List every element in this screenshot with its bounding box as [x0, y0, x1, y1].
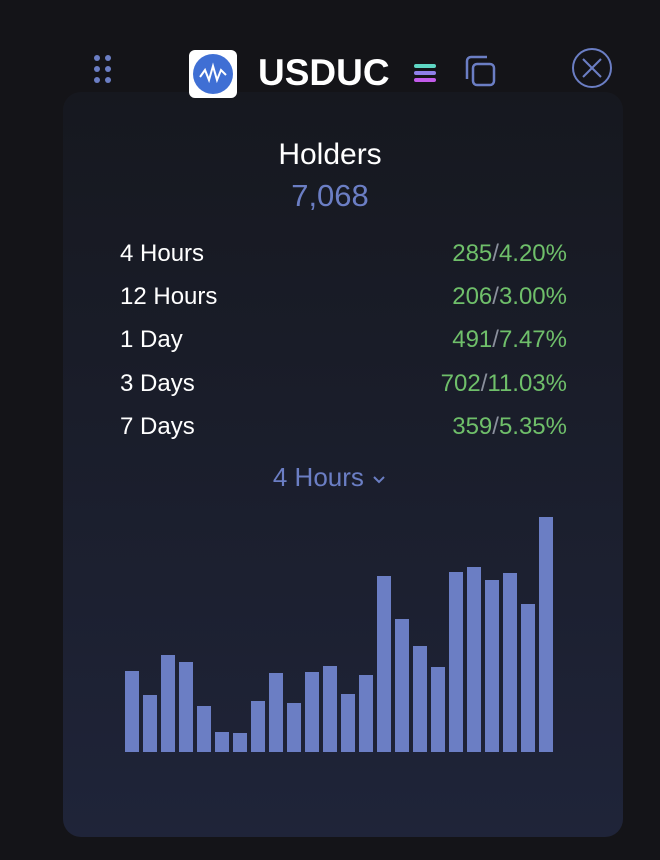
holder-count: 359: [452, 412, 493, 440]
holder-count: 491: [452, 326, 493, 354]
close-button[interactable]: [572, 48, 612, 88]
bar: [323, 666, 337, 752]
bar: [359, 675, 373, 752]
holders-label: Holders: [278, 138, 382, 171]
bar: [539, 517, 553, 752]
token-logo: [189, 50, 237, 98]
bar: [341, 694, 355, 752]
bar: [287, 703, 301, 752]
bar: [467, 567, 481, 752]
bar: [521, 604, 535, 752]
bar: [269, 673, 283, 752]
holder-count: 206: [452, 283, 493, 311]
bar: [161, 655, 175, 752]
drag-handle[interactable]: [94, 55, 111, 83]
chain-icon: [414, 64, 436, 82]
token-name: USDUC: [258, 52, 390, 93]
holder-row: 4 Hours 285/4.20%: [120, 240, 567, 268]
bar: [431, 667, 445, 752]
holder-count: 285: [452, 240, 493, 267]
period-label: 1 Day: [120, 326, 183, 354]
holder-percent: 11.03%: [487, 369, 567, 397]
period-dropdown[interactable]: 4 Hours: [0, 462, 660, 493]
holder-percent: 5.35%: [498, 412, 567, 440]
holder-percent: 4.20%: [498, 240, 567, 267]
bar: [197, 706, 211, 752]
bar: [395, 619, 409, 752]
header-icons: [94, 48, 612, 98]
period-label: 12 Hours: [120, 283, 218, 311]
bar: [449, 572, 463, 752]
separator: /: [492, 412, 499, 440]
chevron: [373, 476, 385, 484]
bar: [305, 672, 319, 752]
change-value: 206/3.00%: [452, 283, 567, 311]
bar: [179, 662, 193, 752]
separator: /: [492, 326, 499, 354]
bar: [143, 695, 157, 752]
bar: [413, 646, 427, 752]
holder-row: 3 Days 702/11.03%: [120, 370, 567, 398]
copy-button[interactable]: [465, 55, 496, 87]
change-value: 285/4.20%: [452, 240, 567, 268]
dropdown-label: 4 Hours: [272, 462, 364, 492]
bar: [215, 732, 229, 752]
holder-row: 1 Day 491/7.47%: [120, 326, 567, 354]
holder-count: 702: [440, 369, 481, 397]
bar: [485, 580, 499, 752]
holders-value: 7,068: [291, 178, 369, 213]
bar: [125, 671, 139, 752]
bar: [503, 573, 517, 752]
separator: /: [480, 369, 488, 397]
holder-percent: 7.47%: [498, 326, 567, 354]
holder-row: 7 Days 359/5.35%: [120, 413, 567, 441]
change-value: 491/7.47%: [452, 326, 567, 354]
period-label: 7 Days: [120, 412, 195, 440]
holder-percent: 3.00%: [498, 283, 567, 311]
bar: [233, 733, 247, 752]
holder-row: 12 Hours 206/3.00%: [120, 283, 567, 311]
separator: /: [492, 240, 499, 267]
period-label: 3 Days: [120, 369, 195, 397]
holder-chart: [125, 517, 553, 752]
separator: /: [492, 283, 499, 311]
change-value: 702/11.03%: [441, 370, 567, 398]
change-value: 359/5.35%: [452, 413, 567, 441]
period-label: 4 Hours: [120, 240, 205, 267]
bar: [377, 576, 391, 752]
bar: [251, 701, 265, 752]
